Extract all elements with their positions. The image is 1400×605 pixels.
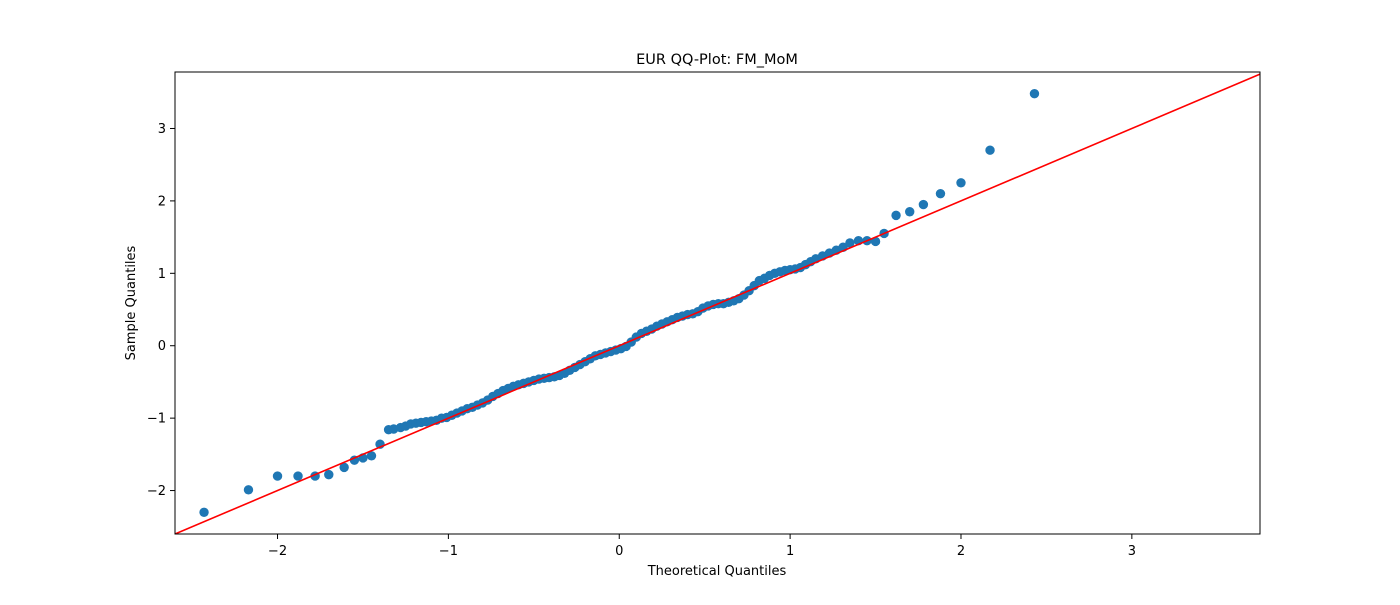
y-tick-label: 2	[158, 194, 166, 209]
y-axis-label: Sample Quantiles	[124, 245, 139, 360]
x-tick-label: −2	[268, 544, 287, 559]
sample-point	[956, 178, 966, 188]
x-axis-ticks: −2 −1 0 1 2 3	[268, 534, 1136, 559]
x-tick-label: 3	[1128, 544, 1136, 559]
y-tick-label: −2	[147, 484, 166, 499]
sample-point	[339, 462, 349, 473]
sample-point	[199, 507, 209, 517]
x-tick-label: −1	[439, 544, 458, 559]
sample-point	[1029, 89, 1040, 99]
y-tick-label: 1	[158, 267, 166, 282]
plot-frame	[174, 71, 1261, 535]
x-tick-label: 1	[786, 544, 794, 559]
sample-point	[891, 210, 901, 221]
y-tick-label: 0	[158, 339, 166, 354]
x-tick-label: 0	[615, 544, 623, 559]
sample-point	[845, 238, 855, 248]
sample-point	[870, 236, 881, 247]
reference-line	[175, 73, 1260, 534]
sample-point	[272, 471, 283, 481]
chart-title: EUR QQ-Plot: FM_MoM	[636, 52, 798, 68]
sample-point	[293, 471, 303, 481]
sample-point	[905, 207, 915, 217]
sample-point	[985, 145, 995, 155]
sample-point	[324, 469, 334, 480]
x-axis-label: Theoretical Quantiles	[647, 564, 787, 579]
y-tick-label: −1	[147, 412, 166, 427]
sample-point	[366, 451, 377, 461]
reference-line-group	[175, 73, 1260, 534]
sample-point	[243, 485, 254, 495]
y-axis-ticks: −2 −1 0 1 2 3	[147, 122, 175, 499]
sample-point	[918, 199, 929, 210]
sample-point	[935, 188, 946, 199]
x-tick-label: 2	[957, 544, 965, 559]
y-tick-label: 3	[158, 122, 166, 137]
